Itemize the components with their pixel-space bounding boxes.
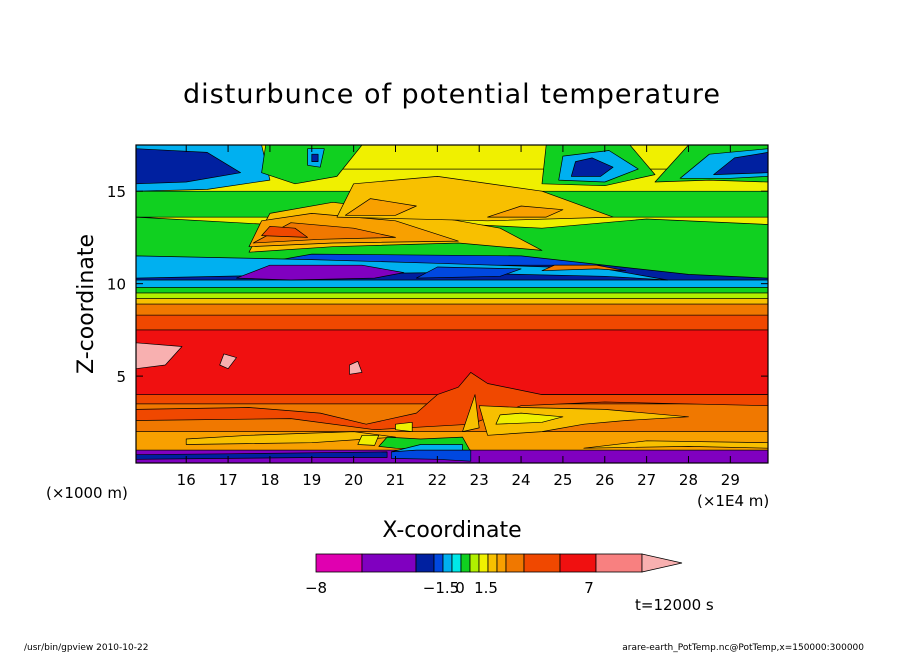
time-label: t=12000 s xyxy=(635,596,714,614)
contour-region xyxy=(487,205,564,218)
x-tick-label: 25 xyxy=(553,471,572,489)
x-tick-label: 17 xyxy=(219,471,238,489)
x-tick-label: 20 xyxy=(344,471,363,489)
contour-region xyxy=(583,440,768,449)
x-unit-right: (×1E4 m) xyxy=(697,492,769,510)
colorbar-segment xyxy=(433,553,444,573)
contour-band xyxy=(136,292,768,299)
contour-region xyxy=(236,264,405,281)
x-unit-left: (×1000 m) xyxy=(46,484,128,502)
chart-title: disturbunce of potential temperature xyxy=(183,79,721,110)
colorbar-label: −8 xyxy=(305,579,327,597)
contour-band xyxy=(136,314,768,331)
colorbar-segment xyxy=(315,553,363,573)
x-tick-label: 27 xyxy=(637,471,656,489)
contour-region xyxy=(395,421,413,432)
plot-area xyxy=(136,145,768,463)
contour-region xyxy=(185,431,396,445)
y-tick-label: 15 xyxy=(107,183,126,201)
x-tick-label: 24 xyxy=(512,471,531,489)
contour-band xyxy=(136,287,768,294)
y-axis-label: Z-coordinate xyxy=(74,234,99,374)
colorbar-labels: −8 −1.50 1.5 7 xyxy=(305,579,594,597)
footer-right: arare-earth_PotTemp.nc@PotTemp,x=150000:… xyxy=(622,643,864,653)
colorbar-segment xyxy=(487,553,498,573)
contour-region xyxy=(136,451,388,460)
colorbar-segment xyxy=(478,553,489,573)
contour-region xyxy=(261,225,308,238)
contour-region xyxy=(478,405,689,436)
x-tick-label: 23 xyxy=(470,471,489,489)
colorbar-segment xyxy=(496,553,507,573)
x-tick-label: 21 xyxy=(386,471,405,489)
x-tick-label: 16 xyxy=(177,471,196,489)
contour-band xyxy=(136,279,768,288)
contour-region xyxy=(344,198,417,216)
colorbar-segment xyxy=(415,553,435,573)
colorbar-segment xyxy=(460,553,471,573)
contour-region xyxy=(136,148,241,185)
contour-band xyxy=(136,298,768,305)
x-axis: 16 17 18 19 20 21 22 23 24 25 26 27 28 29 xyxy=(177,145,740,489)
x-tick-label: 18 xyxy=(260,471,279,489)
colorbar-segment xyxy=(523,553,561,573)
colorbar-segment xyxy=(559,553,597,573)
colorbar-segment xyxy=(442,553,453,573)
contour-region xyxy=(136,372,768,431)
colorbar-label: −1.5 xyxy=(423,579,459,597)
contour-region xyxy=(462,394,480,432)
colorbar-label: 0 xyxy=(455,579,465,597)
colorbar-segment xyxy=(595,553,643,573)
plot-frame xyxy=(135,144,769,464)
contour-region xyxy=(416,266,522,279)
contour-region xyxy=(311,153,319,162)
y-tick-label: 10 xyxy=(107,276,126,294)
contour-region xyxy=(349,360,363,375)
contour-region xyxy=(713,152,768,175)
colorbar-segment xyxy=(451,553,462,573)
contour-region xyxy=(495,412,564,425)
x-tick-label: 22 xyxy=(428,471,447,489)
contour-region xyxy=(136,342,183,370)
x-tick-label: 19 xyxy=(302,471,321,489)
y-axis: 5 10 15 xyxy=(107,183,768,386)
colorbar xyxy=(315,553,683,573)
colorbar-segment xyxy=(469,553,480,573)
contour-region xyxy=(357,434,380,446)
x-tick-label: 28 xyxy=(679,471,698,489)
colorbar-label: 7 xyxy=(584,579,594,597)
colorbar-segment xyxy=(361,553,417,573)
x-tick-label: 26 xyxy=(595,471,614,489)
x-axis-label: X-coordinate xyxy=(382,518,521,543)
contour-region xyxy=(570,157,614,177)
y-tick-label: 5 xyxy=(116,368,126,386)
contour-band xyxy=(136,303,768,316)
colorbar-label: 1.5 xyxy=(474,579,498,597)
colorbar-segment xyxy=(505,553,525,573)
contour-region xyxy=(219,353,237,370)
colorbar-arrow xyxy=(641,553,683,573)
contour-region xyxy=(541,264,627,272)
footer-left: /usr/bin/gpview 2010-10-22 xyxy=(24,643,148,653)
x-tick-label: 29 xyxy=(721,471,740,489)
